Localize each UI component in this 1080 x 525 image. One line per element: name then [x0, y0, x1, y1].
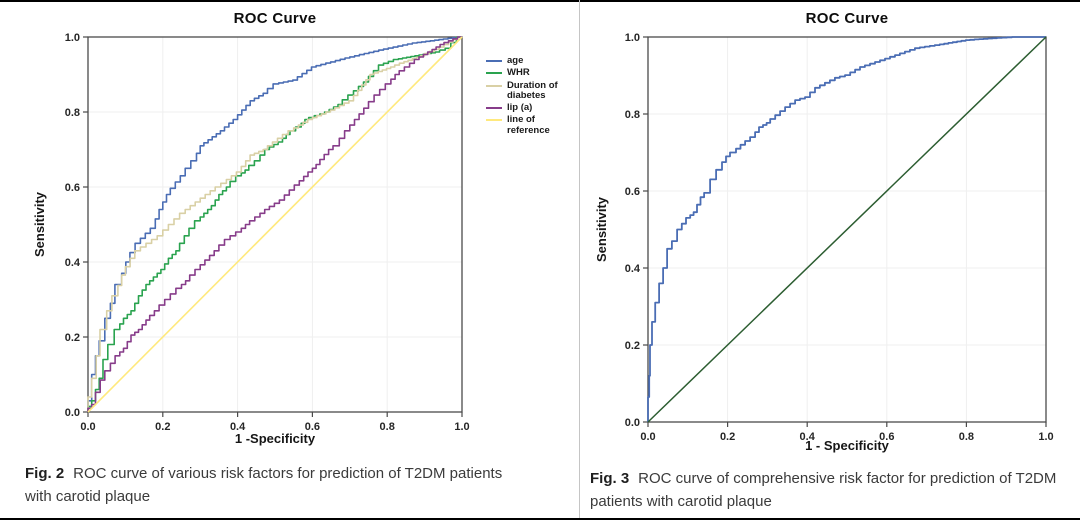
fig2-y-axis-label: Sensitivity [32, 191, 47, 258]
fig2-chart-title: ROC Curve [233, 10, 317, 27]
legend-item-label: lip (a) [507, 102, 533, 113]
bottom-border [0, 518, 1080, 520]
legend-item: lip (a) [486, 102, 578, 113]
fig3-y-axis-label: Sensitivity [594, 196, 609, 263]
legend-line-swatch [486, 119, 502, 122]
legend-line-swatch [486, 60, 502, 62]
x-tick-label: 0.0 [640, 431, 655, 443]
legend-item: Duration of diabetes [486, 79, 578, 102]
fig3-panel: ROC Curve 0.0 0.2 0.4 0.6 0.8 1.0 0.0 0.2 0.4 0.6… [580, 0, 1080, 525]
y-tick-label: 0.4 [65, 257, 81, 269]
fig2-x-axis-label: 1 -Specificity [234, 431, 316, 446]
fig2-caption-label: Fig. 2 [25, 465, 65, 482]
legend-item-label: WHR [507, 67, 530, 79]
x-tick-label: 0.4 [800, 431, 816, 443]
x-tick-label: 0.8 [380, 421, 395, 433]
legend-item: WHR [486, 67, 578, 79]
x-tick-label: 0.2 [720, 431, 735, 443]
fig2-legend: age WHR Duration of diabetes lip (a) line of… [486, 55, 578, 136]
y-tick-label: 0.2 [65, 332, 80, 344]
top-border [0, 0, 1080, 2]
legend-line-swatch [486, 107, 502, 109]
legend-item-label: age [507, 55, 524, 66]
y-tick-label: 0.6 [65, 182, 80, 194]
series-line-duration-of-diabetes [87, 36, 462, 412]
fig3-caption-label: Fig. 3 [590, 470, 630, 487]
y-tick-label: 1.0 [65, 32, 80, 44]
series-line-reference [647, 36, 1047, 423]
legend-item-label: Duration of diabetes [507, 79, 558, 101]
plot-frame [87, 36, 463, 413]
fig2-panel: ROC Curve 0.0 0.2 0.4 0.6 0.8 1.0 0.0 0.2 0.4 0.6… [25, 10, 578, 508]
fig3-caption-text: ROC curve of comprehensive risk factor f… [590, 470, 1057, 510]
series-line-comprehensive-risk-factor [647, 36, 1046, 422]
series-line-whr [87, 36, 462, 412]
y-tick-label: 0.8 [65, 107, 80, 119]
fig3-x-axis-label: 1 - Specificity [805, 438, 889, 453]
x-tick-label: 0.4 [230, 421, 246, 433]
y-tick-label: 0.0 [65, 407, 80, 419]
x-tick-label: 0.6 [879, 431, 894, 443]
legend-item-label: line of reference [507, 114, 550, 136]
legend-item: age [486, 55, 578, 66]
x-tick-label: 0.8 [959, 431, 974, 443]
fig2-roc-chart: 0.0 0.2 0.4 0.6 0.8 1.0 0.0 0.2 0.4 0.6 0.8 1.0 [65, 32, 470, 433]
y-tick-label: 0.6 [625, 186, 640, 198]
x-tick-label: 0.0 [80, 421, 95, 433]
fig2-caption-text: ROC curve of various risk factors for pr… [25, 465, 503, 505]
y-tick-label: 0.0 [625, 417, 640, 429]
series-line-lip-a [87, 36, 462, 412]
series-line-age [87, 36, 462, 412]
fig2-caption: Fig. 2 ROC curve of various risk factors … [25, 463, 533, 508]
fig3-chart-title: ROC Curve [805, 10, 889, 27]
y-tick-label: 0.8 [625, 109, 640, 121]
x-tick-label: 0.2 [155, 421, 170, 433]
y-tick-label: 1.0 [625, 32, 640, 44]
y-tick-label: 0.4 [625, 263, 641, 275]
legend-line-swatch [486, 84, 502, 87]
x-tick-label: 1.0 [1038, 431, 1053, 443]
x-tick-label: 1.0 [454, 421, 469, 433]
fig3-roc-chart: 0.0 0.2 0.4 0.6 0.8 1.0 0.0 0.2 0.4 0.6 0.8 1.0 [625, 32, 1054, 443]
legend-item: line of reference [486, 115, 578, 136]
plot-frame [647, 36, 1047, 423]
x-tick-label: 0.6 [305, 421, 320, 433]
fig3-caption: Fig. 3 ROC curve of comprehensive risk fa… [590, 468, 1070, 513]
legend-line-swatch [486, 72, 502, 75]
panel-divider [579, 0, 580, 518]
series-line-line-of-reference [87, 36, 463, 413]
y-tick-label: 0.2 [625, 340, 640, 352]
